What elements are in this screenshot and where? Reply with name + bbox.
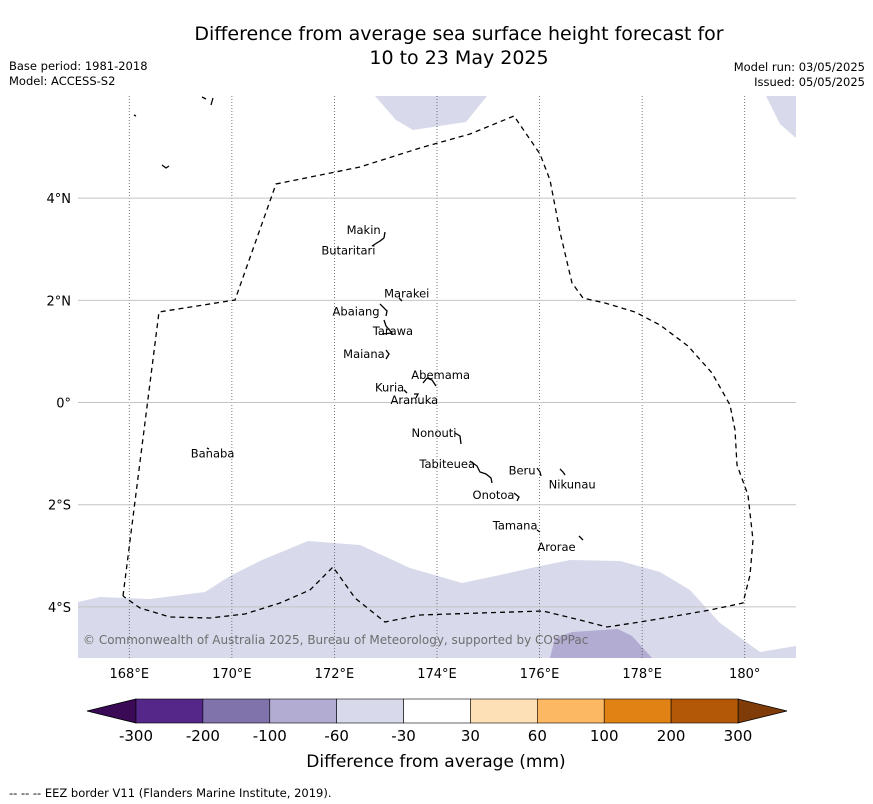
model-name: Model: ACCESS-S2 [9, 74, 116, 88]
island-label-aranuka: Aranuka [390, 393, 438, 407]
lon-tick-label: 168°E [110, 667, 150, 682]
island-label-nonouti: Nonouti [412, 426, 457, 440]
colorbar-tick-label: 200 [657, 727, 686, 745]
colorbar-segment [670, 698, 739, 724]
coast-banaba [206, 447, 210, 450]
colorbar-tick-label: -30 [391, 727, 416, 745]
coast-tarawa [381, 319, 394, 335]
lon-tick-label: 172°E [315, 667, 355, 682]
colorbar-segment [470, 698, 538, 724]
island-label-onotoa: Onotoa [473, 488, 515, 502]
coast-beru [536, 467, 542, 477]
lat-tick-label: 4°N [47, 192, 72, 207]
lat-tick-label: 2°S [48, 499, 71, 514]
axis-ticks: 168°E 170°E 172°E 174°E 176°E 178°E 180° 4°N 2°N… [47, 192, 761, 682]
island-label-marakei: Marakei [384, 286, 429, 300]
island-label-tarawa: Tarawa [372, 324, 413, 338]
island-label-tabiteuea: Tabiteuea [418, 457, 475, 471]
coast-onotoa [513, 492, 520, 502]
lat-tick-label: 0° [56, 397, 71, 412]
colorbar-segment [269, 698, 337, 724]
coast-nikunau [559, 468, 566, 476]
anomaly-region-south [78, 541, 796, 658]
coast-kuria [403, 389, 408, 394]
lat-tick-label: 2°N [47, 294, 72, 309]
copyright-notice: © Commonwealth of Australia 2025, Bureau… [83, 633, 588, 647]
gridlines [78, 96, 796, 658]
lon-tick-label: 178°E [622, 667, 662, 682]
colorbar-underflow-arrow [86, 698, 137, 724]
meta-right: Model run: 03/05/2025 Issued: 05/05/2025 [734, 60, 865, 90]
coast-arorae [578, 535, 584, 541]
coast-abemama [422, 377, 437, 387]
colorbar-tick-label: -200 [186, 727, 220, 745]
base-period: Base period: 1981-2018 [9, 59, 148, 73]
coast-maiana [385, 349, 390, 360]
coast-dot-1 [133, 114, 137, 117]
lon-tick-label: 174°E [417, 667, 457, 682]
colorbar-tick-label: 100 [590, 727, 619, 745]
island-label-makin: Makin [347, 223, 381, 237]
island-labels: Makin Butaritari Marakei Abaiang Tarawa Maian… [191, 223, 596, 554]
coast-tamana [536, 529, 541, 533]
island-label-tamana: Tamana [492, 518, 538, 532]
colorbar-segment [537, 698, 605, 724]
lon-tick-label: 170°E [212, 667, 252, 682]
model-run: Model run: 03/05/2025 [733, 60, 865, 74]
anomaly-region-south-deep [550, 629, 652, 658]
colorbar-tick-label: 30 [461, 727, 480, 745]
colorbar-tick-label: -60 [324, 727, 349, 745]
coast-abaiang [379, 303, 388, 317]
map-area: Makin Butaritari Marakei Abaiang Tarawa Maian… [78, 96, 796, 658]
colorbar-overflow-arrow [737, 698, 788, 724]
lon-tick-label: 176°E [520, 667, 560, 682]
title-line-2: 10 to 23 May 2025 [369, 47, 549, 69]
anomaly-region-north [375, 96, 487, 130]
colorbar: -300 -200 -100 -60 -30 30 60 100 200 300 [86, 698, 788, 745]
coastlines [133, 96, 584, 541]
island-label-abemama: Abemama [411, 368, 470, 382]
meta-left: Base period: 1981-2018 Model: ACCESS-S2 [9, 59, 148, 89]
coast-tabiteuea [469, 460, 493, 484]
coast-top-left [201, 96, 214, 106]
coast-marakei [398, 297, 403, 302]
colorbar-segment [403, 698, 471, 724]
colorbar-segment [603, 698, 672, 724]
colorbar-segment [336, 698, 404, 724]
footer-note: -- -- -- EEZ border V11 (Flanders Marine… [9, 786, 332, 800]
coast-nonouti [454, 432, 462, 445]
lon-tick-label: 180° [729, 667, 760, 682]
island-label-butaritari: Butaritari [321, 244, 375, 258]
island-label-nikunau: Nikunau [549, 478, 596, 492]
colorbar-tick-label: 60 [528, 727, 547, 745]
lat-tick-label: 4°S [48, 601, 71, 616]
issued-date: Issued: 05/05/2025 [754, 75, 865, 89]
colorbar-segment [135, 698, 204, 724]
title-line-1: Difference from average sea surface heig… [194, 23, 724, 45]
island-label-kuria: Kuria [375, 380, 404, 394]
colorbar-title: Difference from average (mm) [306, 752, 565, 772]
island-label-banaba: Banaba [191, 446, 235, 460]
island-label-beru: Beru [509, 463, 536, 477]
colorbar-segment [202, 698, 271, 724]
island-label-abaiang: Abaiang [333, 305, 380, 319]
colorbar-tick-label: -300 [119, 727, 153, 745]
chart-title: Difference from average sea surface heig… [0, 22, 873, 70]
coast-dot-2 [161, 164, 170, 169]
coast-aranuka [414, 393, 420, 399]
coast-butaritari [371, 231, 386, 247]
anomaly-region-northeast [766, 96, 796, 138]
island-label-arorae: Arorae [537, 540, 575, 554]
colorbar-tick-label: 300 [724, 727, 753, 745]
island-label-maiana: Maiana [343, 347, 385, 361]
colorbar-tick-label: -100 [253, 727, 287, 745]
